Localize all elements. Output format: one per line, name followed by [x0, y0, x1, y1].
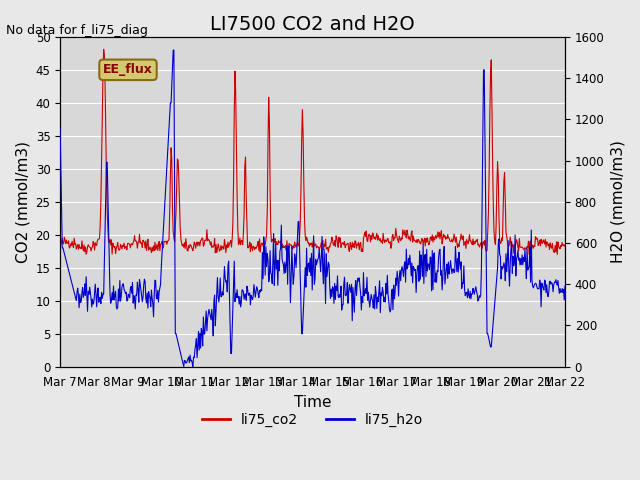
X-axis label: Time: Time [294, 395, 332, 410]
Y-axis label: H2O (mmol/m3): H2O (mmol/m3) [610, 140, 625, 263]
Text: No data for f_li75_diag: No data for f_li75_diag [6, 24, 148, 37]
Title: LI7500 CO2 and H2O: LI7500 CO2 and H2O [210, 15, 415, 34]
Legend: li75_co2, li75_h2o: li75_co2, li75_h2o [196, 407, 429, 432]
Y-axis label: CO2 (mmol/m3): CO2 (mmol/m3) [15, 141, 30, 263]
Text: EE_flux: EE_flux [103, 63, 153, 76]
